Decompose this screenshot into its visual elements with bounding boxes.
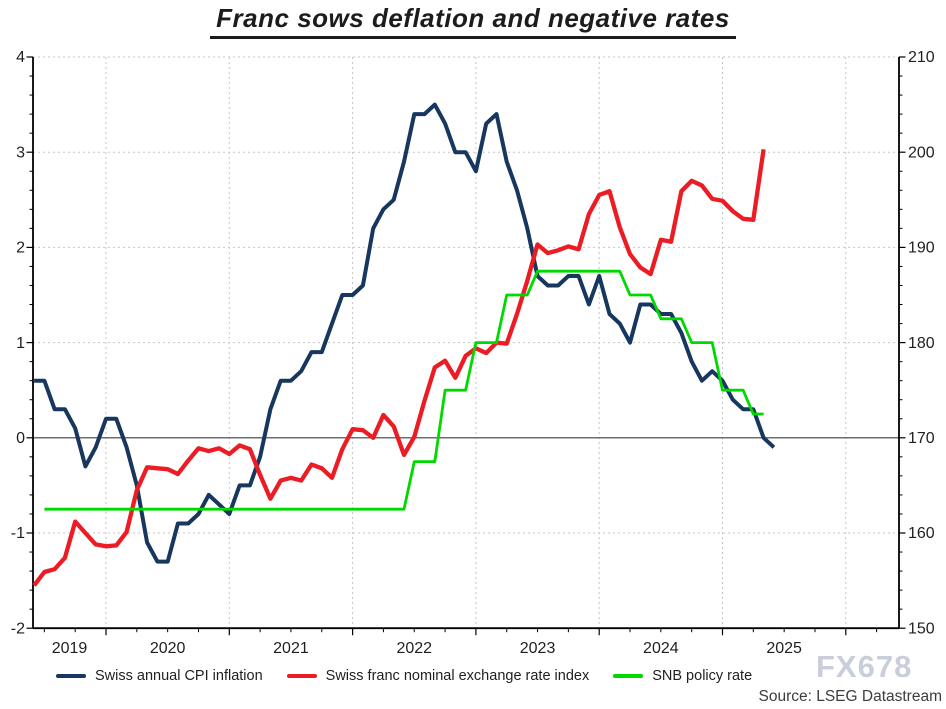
svg-text:2020: 2020	[150, 640, 186, 657]
svg-text:-1: -1	[11, 525, 25, 542]
legend-label-snb-rate: SNB policy rate	[652, 668, 753, 684]
svg-text:2: 2	[16, 240, 25, 257]
svg-text:2023: 2023	[520, 640, 556, 657]
svg-text:190: 190	[908, 240, 935, 257]
snb-rate-line-swatch	[613, 674, 644, 678]
gridlines	[33, 56, 899, 629]
cpi-line	[34, 102, 776, 564]
svg-text:3: 3	[16, 144, 25, 161]
svg-text:2021: 2021	[273, 640, 309, 657]
franc-index-line-swatch	[286, 674, 317, 678]
source-caption: Source: LSEG Datastream	[758, 688, 943, 705]
svg-text:-2: -2	[11, 620, 25, 637]
svg-text:2019: 2019	[52, 640, 88, 657]
legend: Swiss annual CPI inflation Swiss franc n…	[56, 664, 752, 688]
svg-text:2025: 2025	[766, 640, 802, 657]
svg-text:160: 160	[908, 525, 935, 542]
svg-text:2024: 2024	[643, 640, 679, 657]
legend-label-cpi: Swiss annual CPI inflation	[95, 668, 263, 684]
svg-text:170: 170	[908, 430, 935, 447]
svg-text:200: 200	[908, 144, 935, 161]
legend-item-snb-rate: SNB policy rate	[613, 668, 752, 684]
snb-policy-rate-line	[44, 269, 764, 511]
svg-text:210: 210	[908, 49, 935, 66]
cpi-line-swatch	[56, 674, 86, 678]
legend-label-franc-index: Swiss franc nominal exchange rate index	[325, 668, 590, 684]
tick-marks	[26, 56, 906, 636]
svg-text:180: 180	[908, 335, 935, 352]
svg-text:1: 1	[16, 335, 25, 352]
svg-text:4: 4	[16, 49, 25, 66]
svg-text:0: 0	[16, 430, 25, 447]
chart-title-text: Franc sows deflation and negative rates	[210, 3, 736, 39]
svg-text:150: 150	[908, 620, 935, 637]
legend-item-franc-index: Swiss franc nominal exchange rate index	[286, 668, 590, 684]
legend-item-cpi: Swiss annual CPI inflation	[56, 668, 263, 684]
chart-title: Franc sows deflation and negative rates	[0, 3, 946, 39]
svg-text:2022: 2022	[396, 640, 432, 657]
franc-index-line	[32, 148, 766, 587]
watermark-fx678: FX678	[816, 649, 913, 684]
